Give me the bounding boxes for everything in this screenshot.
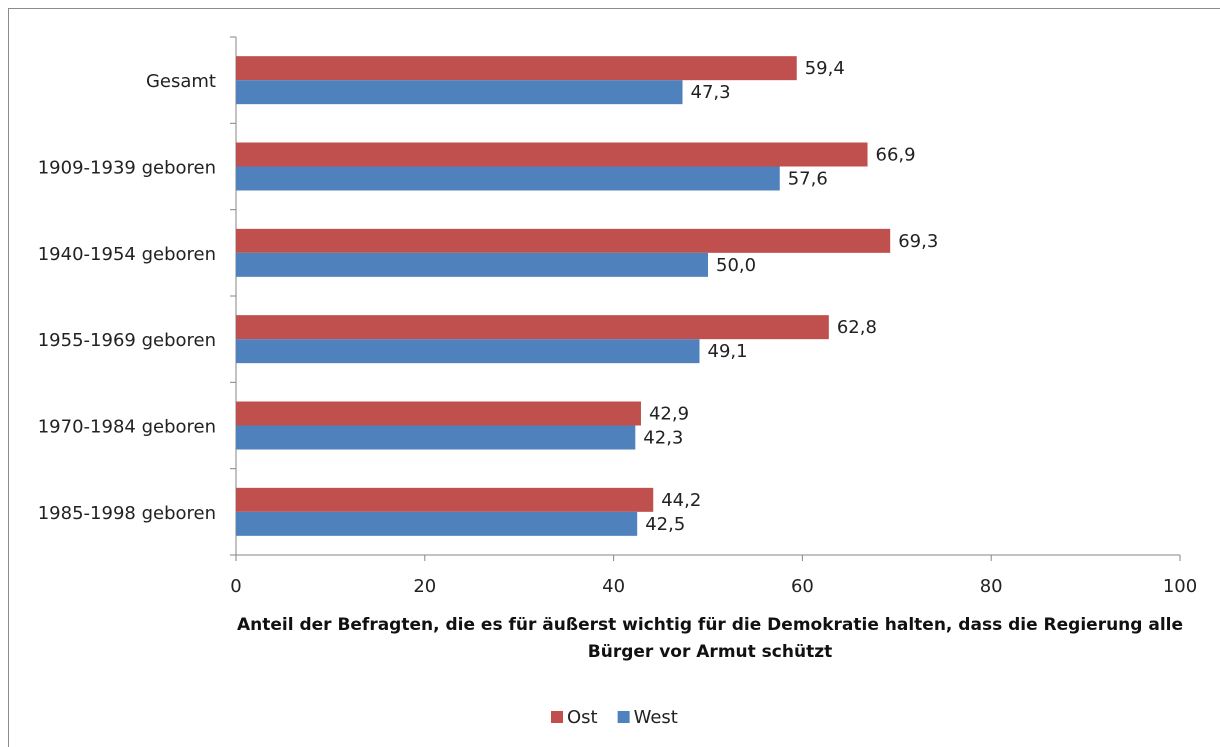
value-label: 57,6: [788, 169, 828, 190]
value-label: 42,9: [649, 404, 689, 425]
x-tick-label: 40: [602, 576, 625, 597]
value-label: 50,0: [716, 255, 756, 276]
bar: [236, 425, 636, 450]
legend-label: West: [634, 707, 678, 728]
y-tick-label: 1970-1984 geboren: [38, 417, 216, 438]
bar: [236, 487, 654, 512]
bar: [236, 56, 797, 81]
bar: [236, 166, 780, 191]
bar: [236, 401, 641, 426]
value-label: 59,4: [805, 58, 845, 79]
x-tick-label: 100: [1163, 576, 1197, 597]
y-tick-label: Gesamt: [146, 71, 216, 92]
legend-swatch: [617, 711, 630, 723]
y-tick-label: 1909-1939 geboren: [38, 158, 216, 179]
chart-border: [8, 8, 1220, 747]
x-tick-label: 80: [980, 576, 1003, 597]
bar: [236, 228, 891, 253]
value-label: 42,3: [643, 428, 683, 449]
value-label: 66,9: [876, 145, 916, 166]
x-tick-label: 20: [413, 576, 436, 597]
legend-swatch: [551, 711, 563, 723]
value-label: 42,5: [645, 514, 685, 535]
bar: [236, 142, 868, 167]
x-tick-label: 0: [230, 576, 241, 597]
x-tick-label: 60: [791, 576, 814, 597]
bar: [236, 315, 829, 340]
legend-label: Ost: [567, 707, 598, 728]
value-label: 44,2: [661, 490, 701, 511]
value-label: 49,1: [708, 341, 748, 362]
value-label: 69,3: [898, 231, 938, 252]
y-tick-label: 1985-1998 geboren: [38, 503, 216, 524]
bar: [236, 339, 700, 364]
value-label: 47,3: [691, 82, 731, 103]
y-tick-label: 1940-1954 geboren: [38, 244, 216, 265]
y-tick-label: 1955-1969 geboren: [38, 330, 216, 351]
x-axis-title: Anteil der Befragten, die es für äußerst…: [236, 615, 1184, 662]
bar: [236, 511, 638, 536]
bar: [236, 252, 708, 277]
bar: [236, 80, 683, 105]
value-label: 62,8: [837, 317, 877, 338]
